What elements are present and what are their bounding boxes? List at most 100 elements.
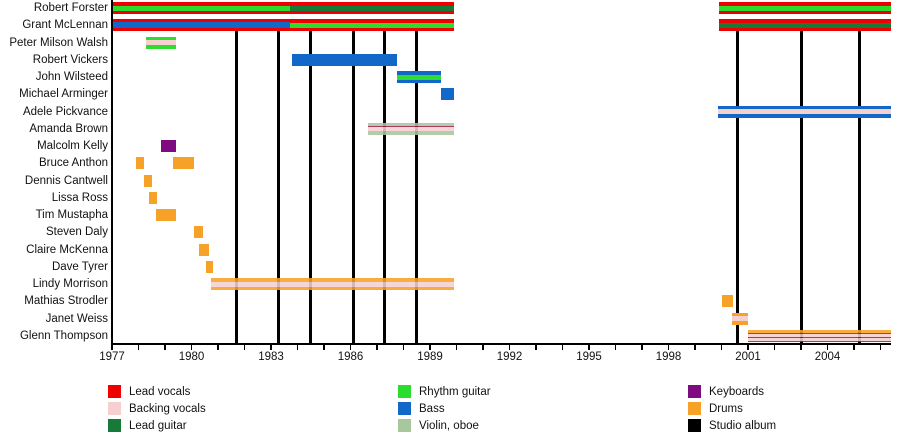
lead-vocals-stripe (112, 10, 290, 14)
member-name-label: Lindy Morrison (32, 278, 108, 291)
rhythm-guitar-stripe (146, 44, 176, 49)
member-name-label: Janet Weiss (45, 312, 108, 325)
member-bar (289, 19, 454, 32)
rhythm-guitar-legend-swatch (398, 385, 411, 398)
drums-stripe (211, 286, 454, 291)
x-axis-tick (243, 345, 246, 350)
bass-stripe (112, 22, 290, 29)
lead-vocals-stripe (718, 27, 892, 32)
studio-album-line (277, 31, 281, 343)
x-axis-tick (588, 345, 590, 350)
drums-legend-swatch (688, 402, 701, 415)
x-axis-tick (270, 345, 272, 350)
member-bar (718, 19, 892, 32)
rhythm-guitar-stripe (112, 5, 290, 11)
member-bar (155, 209, 176, 222)
pink-border-stripe (367, 126, 454, 128)
member-name-label: Steven Daly (45, 226, 108, 239)
bass-stripe (396, 71, 441, 75)
keyboards-stripe (161, 140, 176, 153)
studio-album-line (383, 31, 387, 343)
x-axis-tick-label: 2004 (814, 351, 841, 363)
x-axis-tick (217, 345, 219, 350)
bass-stripe (718, 114, 892, 118)
drums-stripe (211, 278, 454, 282)
x-axis-tick (164, 345, 166, 350)
studio-album-line (309, 31, 313, 343)
lead-vocals-stripe (289, 2, 454, 6)
x-axis-tick (561, 345, 564, 350)
lead-vocals-stripe (112, 2, 290, 6)
rhythm-guitar-stripe (396, 74, 441, 80)
drums-stripe (135, 157, 144, 170)
member-bar (289, 2, 454, 14)
x-axis-tick (747, 345, 749, 350)
lead-vocals-legend-swatch (108, 385, 121, 398)
member-bar (194, 226, 204, 239)
backing-vocals-stripe (211, 281, 454, 287)
x-axis-tick (349, 345, 352, 350)
legend-label: Violin, oboe (419, 420, 479, 432)
member-bar (396, 71, 441, 84)
rhythm-guitar-stripe (289, 22, 454, 28)
x-axis-tick (323, 345, 325, 350)
rhythm-guitar-stripe (146, 36, 176, 41)
member-name-label: Adele Pickvance (22, 105, 108, 118)
drums-stripe (143, 174, 152, 187)
bass-stripe (396, 79, 441, 84)
member-name-label: Robert Forster (33, 2, 108, 14)
member-name-label: John Wilsteed (35, 71, 108, 84)
member-name-label: Dennis Cantwell (24, 174, 108, 187)
member-name-label: Glenn Thompson (19, 329, 108, 342)
studio-album-line (735, 31, 739, 343)
backing-vocals-stripe (367, 127, 454, 131)
lead-vocals-stripe (718, 2, 892, 6)
member-bar (440, 88, 454, 101)
legend-label: Backing vocals (129, 403, 206, 415)
backing-vocals-stripe (748, 333, 892, 338)
lead-vocals-stripe (289, 27, 454, 32)
lead-vocals-stripe (289, 10, 454, 14)
x-axis-tick (296, 345, 299, 350)
studio-album-line (351, 31, 355, 343)
x-axis-tick (853, 345, 855, 350)
lead-guitar-stripe (289, 5, 454, 11)
x-axis-tick (773, 345, 776, 350)
studio-album-legend-swatch (688, 419, 701, 432)
pink-border-stripe (748, 337, 892, 339)
lead-vocals-stripe (112, 28, 290, 32)
x-axis-line (110, 343, 892, 345)
member-name-label: Mathias Strodler (24, 295, 108, 308)
pink-border-stripe (748, 332, 892, 334)
member-name-label: Robert Vickers (32, 53, 108, 66)
member-bar (211, 278, 454, 291)
y-axis-line (110, 0, 113, 343)
drums-stripe (732, 321, 748, 325)
member-bar (292, 53, 397, 66)
legend-label: Drums (709, 403, 743, 415)
member-name-label: Grant McLennan (22, 19, 108, 32)
x-axis-tick (376, 345, 378, 350)
lead-vocals-stripe (289, 19, 454, 23)
member-bar (721, 295, 734, 308)
bass-stripe (718, 105, 892, 110)
bass-stripe (440, 88, 454, 101)
x-axis-tick-label: 2001 (735, 351, 761, 363)
violin-oboe-legend-swatch (398, 419, 411, 432)
member-name-label: Peter Milson Walsh (9, 36, 108, 49)
member-bar (732, 312, 748, 325)
drums-stripe (732, 312, 748, 317)
member-bar (149, 191, 158, 204)
x-axis-tick-label: 1992 (496, 351, 523, 363)
member-name-label: Amanda Brown (29, 122, 108, 135)
member-bar (112, 19, 290, 32)
member-bar (748, 329, 892, 342)
x-axis-tick (137, 345, 140, 350)
x-axis-tick-label: 1977 (99, 351, 125, 363)
legend-label: Studio album (709, 420, 777, 432)
pink-border-stripe (748, 340, 892, 342)
x-axis-tick (455, 345, 458, 350)
member-bar (718, 2, 892, 14)
backing-vocals-stripe (718, 109, 892, 115)
